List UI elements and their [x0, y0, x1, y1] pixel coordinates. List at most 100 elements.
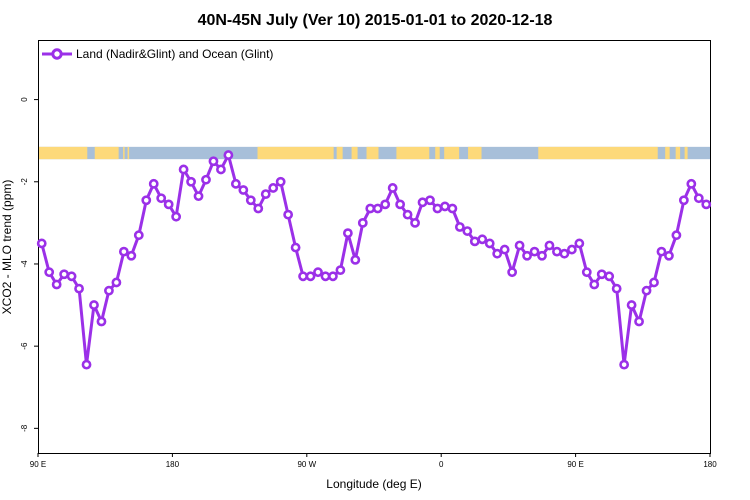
data-point: [163, 199, 174, 210]
data-point: [462, 226, 473, 236]
band-land-segment: [435, 146, 440, 160]
data-point: [111, 277, 122, 288]
data-point: [245, 195, 256, 206]
data-point: [201, 174, 211, 185]
data-point: [380, 199, 391, 210]
data-point: [66, 271, 77, 282]
data-point: [178, 164, 189, 175]
data-point: [51, 279, 62, 290]
data-point: [514, 240, 525, 251]
data-point: [656, 246, 667, 257]
y-axis: 0 -2 -4 -6 -8: [20, 97, 38, 432]
data-point: [238, 185, 249, 195]
band-land-segment: [665, 146, 670, 160]
data-point: [552, 246, 562, 257]
data-point: [410, 217, 420, 228]
data-point: [81, 359, 92, 370]
data-point: [693, 193, 704, 204]
data-point: [253, 203, 264, 214]
band-land-segment: [94, 146, 119, 160]
data-point: [335, 265, 346, 276]
data-point: [537, 250, 547, 261]
data-point: [313, 267, 323, 278]
data-point: [402, 209, 413, 220]
data-point: [641, 285, 652, 296]
data-point: [305, 271, 316, 282]
data-point: [417, 197, 428, 208]
data-point: [148, 178, 159, 189]
y-tick-label: 0: [20, 97, 29, 102]
data-point: [425, 195, 435, 206]
data-point: [350, 254, 361, 265]
data-point: [126, 250, 137, 261]
band-land-segment: [351, 146, 358, 160]
data-point: [566, 244, 577, 255]
y-axis-label: XCO2 - MLO trend (ppm): [0, 180, 14, 315]
data-point: [678, 195, 689, 206]
y-tick-label: -2: [20, 178, 29, 186]
data-point: [290, 242, 301, 253]
data-point: [193, 191, 204, 202]
data-point: [589, 279, 600, 290]
data-point: [89, 300, 99, 310]
x-tick-label: 180: [703, 460, 717, 469]
legend: Land (Nadir&Glint) and Ocean (Glint): [42, 47, 273, 61]
data-point: [141, 195, 152, 206]
data-point: [133, 230, 144, 241]
data-point: [387, 183, 398, 193]
data-point: [544, 240, 555, 251]
data-point: [447, 203, 458, 214]
band-land-segment: [336, 146, 343, 160]
data-point: [36, 238, 47, 249]
data-point: [559, 248, 570, 259]
band-land-segment: [684, 146, 688, 160]
data-point: [216, 164, 226, 175]
data-point: [298, 271, 308, 282]
band-land-segment: [127, 146, 130, 160]
data-point: [268, 183, 279, 193]
data-point: [581, 267, 592, 278]
data-point: [634, 316, 644, 327]
data-point: [230, 178, 241, 189]
data-point: [604, 271, 615, 282]
data-point: [671, 230, 682, 241]
data-point: [156, 193, 167, 204]
y-tick-label: -6: [20, 342, 29, 350]
x-tick-label: 90 W: [297, 460, 316, 469]
data-point: [611, 283, 622, 294]
band-land-segment: [468, 146, 482, 160]
x-axis: 90 E 180 90 W 0 90 E 180: [30, 453, 717, 469]
data-point: [596, 269, 607, 280]
data-point: [507, 267, 518, 278]
data-point: [44, 267, 55, 278]
data-point: [372, 203, 383, 214]
data-point: [522, 250, 532, 261]
series-line: [40, 153, 708, 367]
x-tick-label: 90 E: [567, 460, 583, 469]
data-point: [626, 300, 637, 310]
data-point: [686, 178, 697, 189]
y-tick-label: -8: [20, 424, 29, 432]
series-group: [36, 150, 712, 370]
data-point: [664, 250, 674, 261]
x-tick-label: 90 E: [30, 460, 46, 469]
data-point: [171, 211, 182, 222]
band-land-segment: [444, 146, 460, 160]
data-point: [499, 244, 510, 255]
data-point: [619, 359, 630, 370]
legend-label: Land (Nadir&Glint) and Ocean (Glint): [76, 47, 273, 61]
data-point: [701, 199, 712, 210]
data-point: [328, 271, 338, 282]
band-land-segment: [38, 146, 88, 160]
data-point: [118, 246, 129, 257]
data-point: [223, 150, 234, 160]
band-land-segment: [538, 146, 658, 160]
data-point: [432, 203, 443, 214]
data-point: [395, 199, 406, 210]
data-point: [283, 209, 294, 220]
band-land-segment: [396, 146, 430, 160]
data-point: [59, 269, 70, 280]
data-point: [529, 246, 540, 257]
band-land-segment: [257, 146, 334, 160]
